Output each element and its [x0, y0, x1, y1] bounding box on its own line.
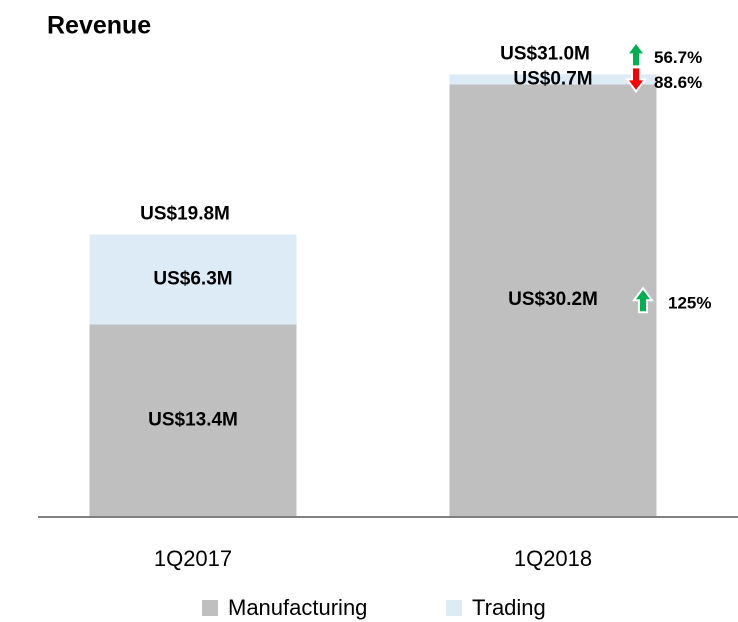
bar-segment: [449, 84, 657, 517]
x-tick-label: 1Q2017: [154, 546, 232, 571]
total-label: US$31.0M: [500, 43, 590, 64]
bar-segment: [449, 74, 657, 85]
legend-swatch: [446, 600, 462, 616]
legend-label: Trading: [472, 595, 546, 620]
change-arrow: [625, 40, 647, 68]
change-label: 56.7%: [654, 48, 702, 67]
value-label: US$30.2M: [508, 289, 598, 310]
change-arrow: [625, 66, 647, 94]
legend-swatch: [202, 600, 218, 616]
change-label: 125%: [668, 294, 711, 313]
legend-label: Manufacturing: [228, 595, 367, 620]
x-tick-label: 1Q2018: [514, 546, 592, 571]
value-label: US$0.7M: [513, 68, 592, 89]
total-label: US$19.8M: [140, 203, 230, 224]
value-label: US$13.4M: [148, 409, 238, 430]
bar-segment: [89, 234, 297, 325]
change-arrow: [632, 286, 654, 314]
value-label: US$6.3M: [153, 269, 232, 290]
bar-segment: [89, 324, 297, 516]
chart-title: Revenue: [47, 12, 151, 40]
change-label: 88.6%: [654, 73, 702, 92]
